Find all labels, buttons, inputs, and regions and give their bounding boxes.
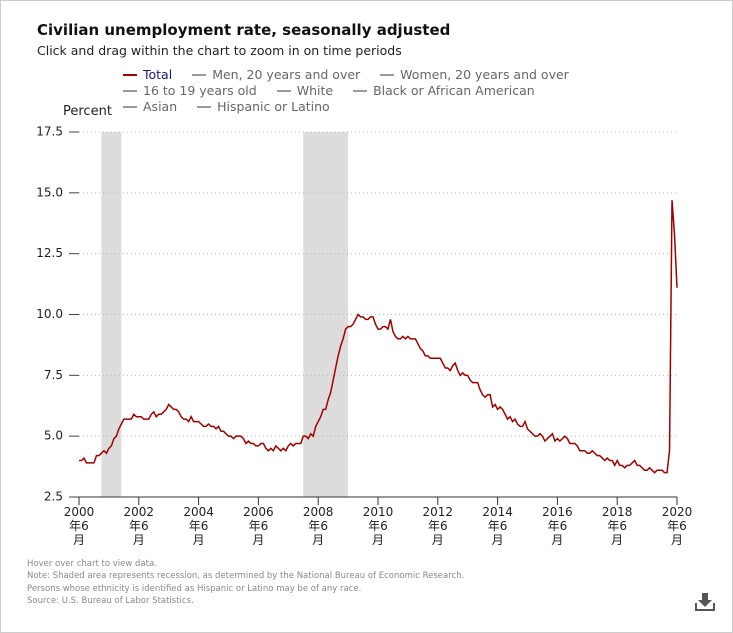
legend-swatch <box>123 74 137 76</box>
x-tick-label: 2000 年6 月 <box>63 505 95 547</box>
recession-band <box>303 132 349 497</box>
legend-swatch <box>380 74 395 76</box>
legend-item[interactable]: Total <box>123 67 172 83</box>
x-tick-label: 2010 年6 月 <box>362 505 394 547</box>
legend-item[interactable]: Asian <box>123 99 177 115</box>
legend-label: Total <box>143 67 173 82</box>
y-tick-label: 7.5 <box>44 368 63 382</box>
y-tick-label: 17.5 <box>36 125 63 139</box>
legend-swatch <box>192 74 207 76</box>
legend-swatch <box>123 106 137 108</box>
y-tick-label: 15.0 <box>36 185 63 199</box>
legend-item[interactable]: Hispanic or Latino <box>197 99 330 115</box>
legend-item[interactable]: 16 to 19 years old <box>123 83 257 99</box>
y-axis-label: Percent <box>63 104 112 119</box>
legend-label: 16 to 19 years old <box>143 83 257 98</box>
chart-subtitle: Click and drag within the chart to zoom … <box>37 43 402 58</box>
legend-item[interactable]: Men, 20 years and over <box>192 67 360 83</box>
legend-label: Women, 20 years and over <box>400 67 569 82</box>
note: Note: Shaded area represents recession, … <box>27 571 465 582</box>
legend-swatch <box>197 106 212 108</box>
legend-label: Black or African American <box>373 83 535 98</box>
download-icon[interactable] <box>695 593 715 611</box>
legend-item[interactable]: White <box>276 83 334 99</box>
note: Hover over chart to view data. <box>27 559 157 569</box>
legend-swatch <box>123 90 137 92</box>
x-tick-label: 2012 年6 月 <box>422 505 454 547</box>
x-tick-label: 2014 年6 月 <box>482 505 513 547</box>
legend-swatch <box>353 90 368 92</box>
x-tick-label: 2008 年6 月 <box>302 505 334 547</box>
legend-label: Men, 20 years and over <box>212 67 361 82</box>
legend-item[interactable]: Women, 20 years and over <box>380 67 569 83</box>
legend-label: White <box>296 83 334 98</box>
y-tick-label: 2.5 <box>44 490 63 504</box>
series-line <box>79 200 678 474</box>
note: Source: U.S. Bureau of Labor Statistics. <box>27 595 194 606</box>
notes: Hover over chart to view data. Note: Shad… <box>27 558 464 607</box>
x-tick-label: 2004 年6 月 <box>183 505 214 547</box>
x-tick-label: 2020 年6 月 <box>661 505 693 547</box>
x-tick-label: 2006 年6 月 <box>243 505 274 547</box>
x-tick-label: 2016 年6 月 <box>542 505 573 547</box>
y-tick-label: 12.5 <box>36 246 63 260</box>
chart-title: Civilian unemployment rate, seasonally a… <box>37 21 451 39</box>
y-tick-label: 5.0 <box>44 429 63 443</box>
x-tick-label: 2018 年6 月 <box>601 505 633 547</box>
legend-swatch <box>276 90 291 92</box>
legend-item[interactable]: Black or African American <box>353 83 535 99</box>
x-tick-label: 2002 年6 月 <box>123 505 155 547</box>
y-tick-label: 10.0 <box>36 307 63 321</box>
legend-label: Asian <box>143 99 178 114</box>
note: Persons whose ethnicity is identified as… <box>27 583 362 594</box>
legend: Total Men, 20 years and over Women, 20 yea… <box>123 67 593 115</box>
legend-label: Hispanic or Latino <box>217 99 330 114</box>
